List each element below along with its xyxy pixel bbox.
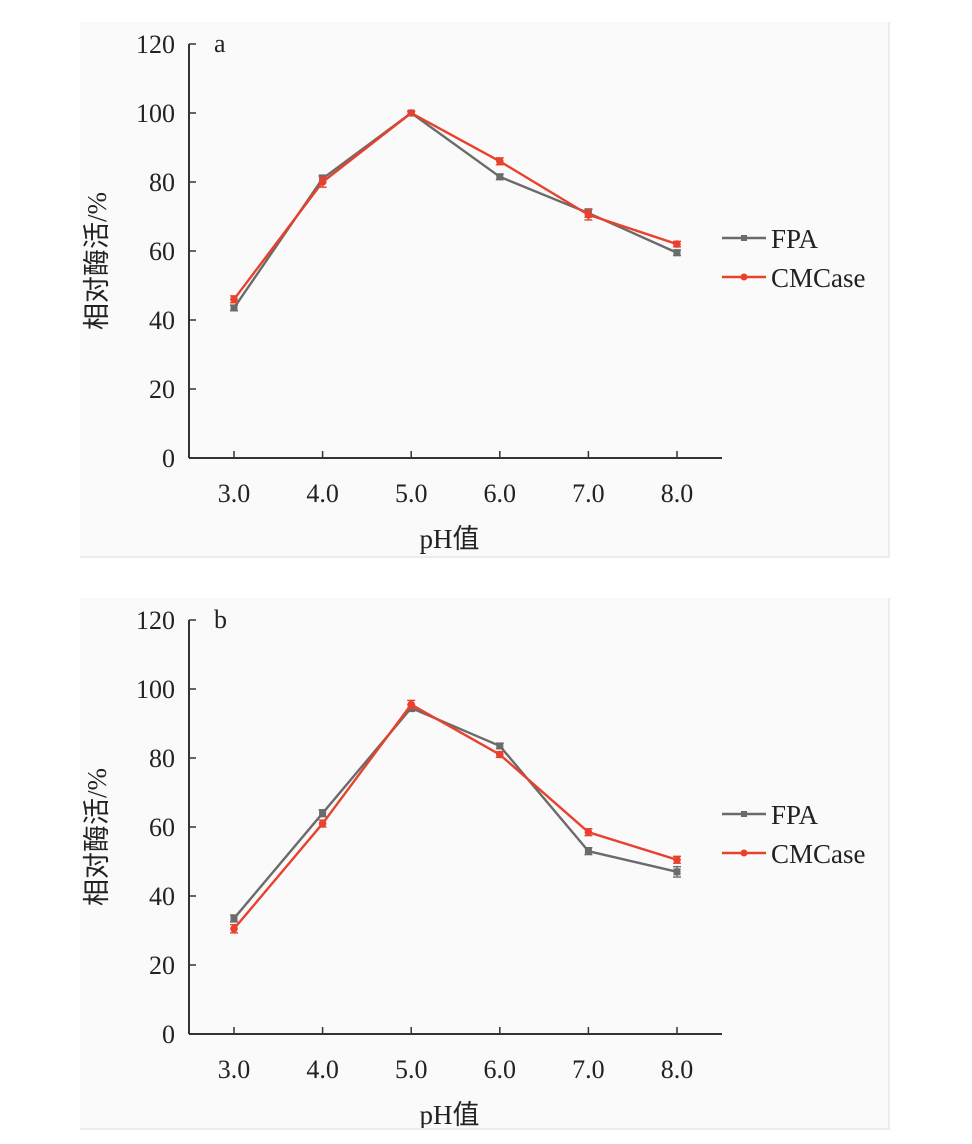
- y-tick-label: 60: [149, 237, 175, 266]
- series-line-cmcase: [233, 111, 678, 301]
- data-point-fpa: [496, 742, 504, 750]
- panel-letter: b: [214, 605, 227, 634]
- y-tick-label: 20: [149, 375, 175, 404]
- y-tick-label: 100: [136, 99, 175, 128]
- x-tick-label: 5.0: [395, 1055, 428, 1084]
- data-point-cmcase: [496, 750, 504, 759]
- series-line-fpa: [233, 706, 678, 920]
- data-point-cmcase: [318, 178, 327, 186]
- data-point-cmcase: [496, 157, 504, 166]
- x-tick-label: 6.0: [484, 1055, 517, 1084]
- y-tick-label: 20: [149, 951, 175, 980]
- data-point-fpa: [673, 249, 681, 257]
- data-point-cmcase: [584, 210, 593, 219]
- chart-b: 0 20 40 60 80 100 120 3.0 4.0 5.0 6.0 7.0 8.0 pH值 相对酶活…: [82, 605, 866, 1128]
- data-point-fpa: [496, 173, 504, 181]
- y-tick-label: 0: [162, 1020, 175, 1049]
- legend-marker: [740, 273, 748, 281]
- data-point-cmcase: [584, 828, 593, 836]
- y-tick-label: 100: [136, 675, 175, 704]
- y-tick-label: 0: [162, 444, 175, 473]
- data-point-fpa: [230, 914, 238, 922]
- x-tick-label: 4.0: [306, 1055, 339, 1084]
- legend-label-cmcase: CMCase: [771, 839, 866, 869]
- y-axis-title: 相对酶活/%: [82, 192, 112, 330]
- data-point-cmcase: [318, 819, 327, 828]
- y-tick-label: 120: [136, 30, 175, 59]
- legend-label-fpa: FPA: [771, 800, 819, 830]
- data-point-cmcase: [230, 295, 238, 304]
- y-tick-label: 60: [149, 813, 175, 842]
- y-tick-label: 40: [149, 306, 175, 335]
- chart-panel-a: 0 20 40 60 80 100 120 3.0 4.0 5.0 6.0 7.0 8.0 pH值 相对酶活…: [80, 22, 890, 558]
- panel-letter: a: [214, 29, 226, 58]
- legend-label-fpa: FPA: [771, 224, 819, 254]
- x-tick-label: 3.0: [218, 479, 251, 508]
- y-axis-title: 相对酶活/%: [82, 768, 112, 906]
- x-tick-label: 5.0: [395, 479, 428, 508]
- data-point-cmcase: [673, 855, 681, 864]
- x-tick-label: 7.0: [572, 1055, 605, 1084]
- data-point-fpa: [673, 868, 681, 876]
- data-point-fpa: [584, 847, 592, 855]
- x-tick-label: 8.0: [661, 1055, 694, 1084]
- x-tick-label: 8.0: [661, 479, 694, 508]
- y-tick-label: 80: [149, 168, 175, 197]
- chart-panel-b: 0 20 40 60 80 100 120 3.0 4.0 5.0 6.0 7.0 8.0 pH值 相对酶活…: [80, 598, 890, 1130]
- x-axis-title: pH值: [420, 1100, 480, 1128]
- legend-marker: [741, 235, 747, 241]
- data-point-cmcase: [407, 109, 416, 117]
- x-tick-label: 6.0: [484, 479, 517, 508]
- x-tick-label: 3.0: [218, 1055, 251, 1084]
- legend-label-cmcase: CMCase: [771, 263, 866, 293]
- data-point-cmcase: [230, 924, 238, 933]
- x-tick-label: 4.0: [306, 479, 339, 508]
- chart-a: 0 20 40 60 80 100 120 3.0 4.0 5.0 6.0 7.0 8.0 pH值 相对酶活…: [82, 29, 866, 554]
- y-tick-label: 120: [136, 606, 175, 635]
- data-point-fpa: [230, 304, 238, 312]
- data-point-fpa: [319, 809, 327, 817]
- series-line-cmcase: [233, 703, 678, 930]
- x-axis-title: pH值: [420, 524, 480, 554]
- x-tick-label: 7.0: [572, 479, 605, 508]
- y-tick-label: 40: [149, 882, 175, 911]
- data-point-cmcase: [407, 700, 416, 709]
- y-tick-label: 80: [149, 744, 175, 773]
- legend-marker: [741, 811, 747, 817]
- data-point-cmcase: [673, 240, 681, 248]
- legend-marker: [740, 849, 748, 857]
